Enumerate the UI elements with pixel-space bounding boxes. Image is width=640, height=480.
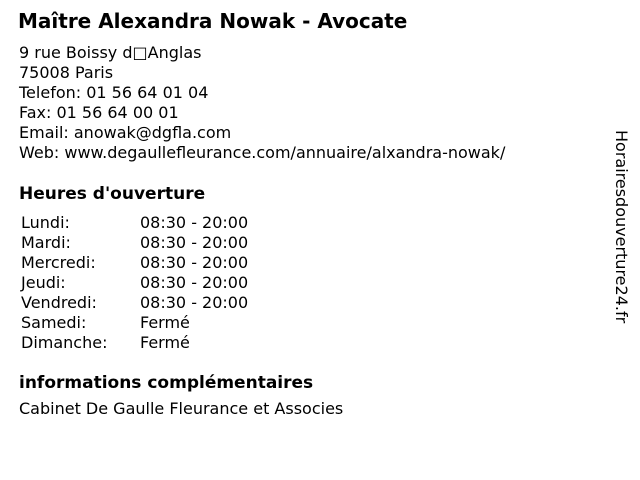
hours-day-label: Mercredi: [21, 253, 96, 272]
hours-day-label: Mardi: [21, 233, 71, 252]
hours-time-value: Fermé [140, 313, 190, 332]
hours-day-label: Jeudi: [21, 273, 66, 292]
hours-day-label: Lundi: [21, 213, 70, 232]
additional-info-text: Cabinet De Gaulle Fleurance et Associes [19, 399, 344, 418]
contact-block: 9 rue Boissy d□Anglas 75008 Paris Telefo… [19, 43, 505, 163]
hours-row-wednesday: Mercredi: 08:30 - 20:00 [21, 253, 248, 273]
opening-hours-table: Lundi: 08:30 - 20:00 Mardi: 08:30 - 20:0… [21, 213, 248, 353]
hours-row-saturday: Samedi: Fermé [21, 313, 248, 333]
hours-day-label: Samedi: [21, 313, 87, 332]
fax-line: Fax: 01 56 64 00 01 [19, 103, 179, 122]
hours-row-friday: Vendredi: 08:30 - 20:00 [21, 293, 248, 313]
hours-time-value: 08:30 - 20:00 [140, 273, 249, 292]
hours-time-value: 08:30 - 20:00 [140, 213, 249, 232]
email-line: Email: anowak@dgfla.com [19, 123, 232, 142]
hours-day-label: Vendredi: [21, 293, 97, 312]
address-line-1: 9 rue Boissy d□Anglas [19, 43, 202, 62]
hours-row-tuesday: Mardi: 08:30 - 20:00 [21, 233, 248, 253]
hours-row-monday: Lundi: 08:30 - 20:00 [21, 213, 248, 233]
hours-time-value: 08:30 - 20:00 [140, 253, 249, 272]
address-line-2: 75008 Paris [19, 63, 114, 82]
hours-time-value: 08:30 - 20:00 [140, 293, 249, 312]
hours-row-sunday: Dimanche: Fermé [21, 333, 248, 353]
hours-row-thursday: Jeudi: 08:30 - 20:00 [21, 273, 248, 293]
hours-time-value: Fermé [140, 333, 190, 352]
site-watermark: Horairesdouverture24.fr [612, 130, 631, 324]
page-title: Maître Alexandra Nowak - Avocate [18, 9, 408, 33]
website-line: Web: www.degaullefleurance.com/annuaire/… [19, 143, 506, 162]
hours-day-label: Dimanche: [21, 333, 108, 352]
phone-line: Telefon: 01 56 64 01 04 [19, 83, 209, 102]
opening-hours-heading: Heures d'ouverture [19, 184, 206, 204]
additional-info-heading: informations complémentaires [19, 373, 314, 393]
hours-time-value: 08:30 - 20:00 [140, 233, 249, 252]
